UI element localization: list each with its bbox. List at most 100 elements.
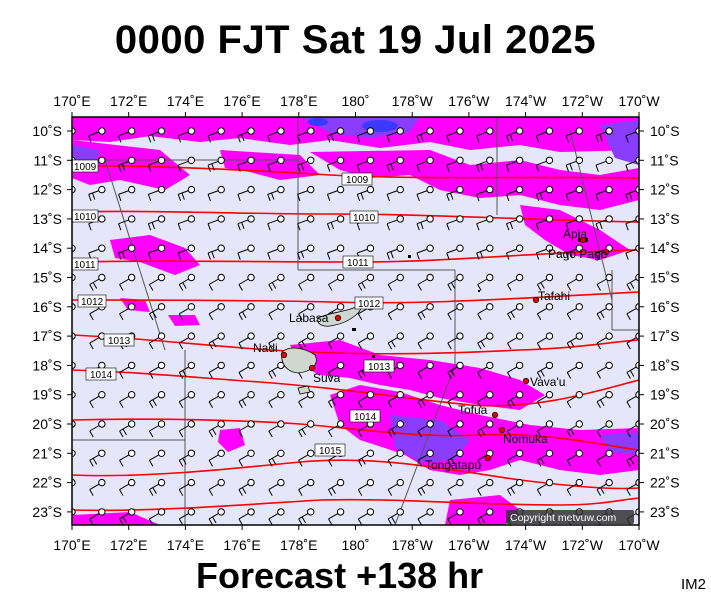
wind-barb [147,185,166,202]
lat-label-left: 18˚S [32,357,62,373]
place-nomuka: Nomuka [503,432,548,446]
wind-barb [507,391,524,409]
wind-barb [477,508,494,525]
wind-barb [476,215,494,231]
wind-barb [298,273,315,291]
wind-barb [178,332,196,350]
wind-barb [625,215,639,231]
wind-barb [417,391,434,409]
isobar-label: 1014 [354,412,377,423]
wind-barb [417,420,434,438]
wind-barb [268,449,285,467]
wind-barb [268,478,285,496]
isobar-label: 1012 [81,297,104,308]
wind-barb [417,449,434,467]
wind-barb [507,332,524,350]
wind-barb [148,391,166,409]
isobar-label: 1012 [358,299,381,310]
wind-barb [178,420,196,438]
wind-barb [626,391,639,409]
lat-label-right: 19˚S [650,387,680,403]
lon-label-bottom: 180˚ [341,537,369,553]
wind-barb [298,449,315,467]
wind-barb [596,273,613,291]
lon-label-top: 170˚W [618,93,660,109]
wind-barb [535,127,554,143]
wind-barb [208,332,225,350]
wind-barb [417,303,434,321]
wind-barb [148,332,166,350]
wind-barb [237,244,255,260]
wind-barb [328,273,345,291]
wind-barb [476,185,494,202]
wind-barb [238,332,255,350]
wind-barb [477,273,494,291]
wind-barb [298,303,315,321]
wind-barb [88,185,106,202]
lat-label-left: 13˚S [32,211,62,227]
isobar-label: 1011 [347,258,369,269]
wind-barb [565,244,584,260]
wind-barbs [72,127,639,525]
lat-label-right: 16˚S [650,299,680,315]
wind-barb [507,303,524,321]
lat-label-left: 21˚S [32,445,62,461]
lat-label-left: 10˚S [32,123,62,139]
wind-barb [328,391,345,409]
wind-barb [446,185,464,202]
wind-barb [417,361,434,379]
lon-label-bottom: 172˚W [562,537,604,553]
place-suva: Suva [313,371,341,385]
wind-barb [326,244,345,260]
wind-barb [447,361,464,379]
wind-barb [238,508,255,525]
isobar-label: 1013 [368,362,391,373]
wind-barb [297,244,315,260]
lat-label-right: 17˚S [650,328,680,344]
wind-barb [566,478,584,496]
wind-barb [477,478,494,496]
wind-barb [178,449,196,467]
lat-label-right: 23˚S [650,504,680,520]
wind-barb [447,303,464,321]
wind-barb [596,303,613,321]
wind-barb [208,478,225,496]
wind-barb [118,127,136,143]
wind-barb [326,215,345,231]
wind-barb [88,215,106,231]
wind-barb [387,420,404,438]
wind-barb [207,244,225,260]
isobar-label: 1013 [108,336,131,347]
lon-label-bottom: 176˚W [448,537,490,553]
wind-barb [535,215,554,231]
wind-barb [416,215,434,231]
wind-barb [238,273,255,291]
lon-label-bottom: 174˚E [167,537,204,553]
wind-barb [357,508,375,525]
lat-label-right: 11˚S [650,152,679,168]
wind-barb [357,273,375,291]
lat-label-right: 22˚S [650,475,680,491]
wind-barb [88,127,106,143]
wind-barb [477,361,494,379]
wind-barb [147,215,166,231]
wind-barb [387,478,404,496]
wind-barb [447,478,464,496]
wind-barb [447,391,464,409]
wind-barb [118,185,136,202]
wind-barb [566,273,584,291]
wind-barb [596,332,613,350]
lon-label-bottom: 178˚E [280,537,317,553]
wind-barb [207,185,225,202]
wind-barb [177,127,196,143]
wind-barb [207,215,225,231]
wind-barb [268,361,285,379]
wind-barb [89,420,106,438]
wind-barb [207,156,225,172]
place-markers [280,236,610,462]
wind-barb [118,244,136,260]
wind-barb [566,332,584,350]
wind-barb [565,127,584,143]
wind-barb [506,127,524,143]
wind-barb [356,127,375,143]
